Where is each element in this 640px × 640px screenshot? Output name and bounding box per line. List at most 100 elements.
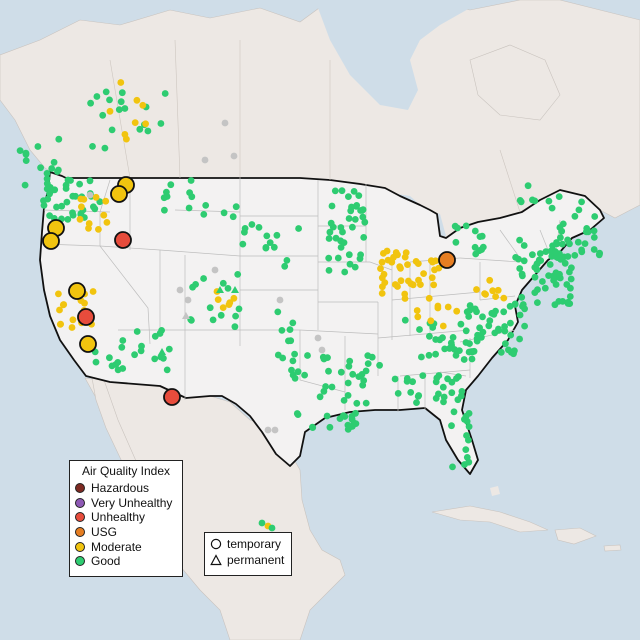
moderate-site-marker[interactable]	[428, 274, 436, 282]
moderate-site-marker[interactable]	[391, 281, 399, 288]
good-site-marker[interactable]	[266, 239, 274, 247]
good-site-marker[interactable]	[567, 275, 575, 283]
good-site-marker[interactable]	[234, 271, 242, 278]
good-site-marker[interactable]	[534, 299, 541, 306]
no-data-site-marker[interactable]	[221, 119, 229, 127]
moderate-site-marker[interactable]	[486, 276, 494, 284]
moderate-site-marker[interactable]	[429, 258, 436, 266]
moderate-site-marker[interactable]	[414, 313, 422, 321]
moderate-site-marker[interactable]	[492, 293, 499, 300]
good-site-marker[interactable]	[359, 381, 367, 389]
good-site-marker[interactable]	[516, 311, 524, 319]
good-site-marker[interactable]	[144, 127, 152, 135]
good-site-marker[interactable]	[229, 213, 237, 221]
moderate-site-marker[interactable]	[431, 266, 438, 274]
moderate-site-marker[interactable]	[133, 96, 141, 104]
moderate-site-marker[interactable]	[402, 249, 410, 256]
good-site-marker[interactable]	[409, 378, 416, 386]
moderate-site-marker[interactable]	[117, 79, 125, 86]
good-site-marker[interactable]	[582, 228, 590, 236]
good-site-marker[interactable]	[344, 392, 352, 399]
good-site-marker[interactable]	[206, 304, 214, 312]
good-site-marker[interactable]	[337, 244, 345, 251]
good-site-marker[interactable]	[316, 393, 324, 401]
moderate-site-marker[interactable]	[417, 281, 424, 288]
good-site-marker[interactable]	[325, 235, 333, 242]
moderate-site-marker[interactable]	[78, 203, 85, 211]
moderate-site-marker[interactable]	[500, 294, 508, 302]
good-site-marker[interactable]	[446, 345, 453, 352]
moderate-site-marker[interactable]	[412, 258, 420, 265]
good-site-marker[interactable]	[432, 336, 440, 343]
good-site-marker[interactable]	[232, 203, 240, 211]
good-site-marker[interactable]	[521, 322, 528, 330]
good-site-marker[interactable]	[458, 388, 466, 395]
good-site-marker[interactable]	[53, 203, 60, 211]
good-site-marker[interactable]	[568, 264, 575, 272]
good-site-marker[interactable]	[506, 302, 514, 310]
good-site-marker[interactable]	[346, 260, 354, 268]
good-site-marker[interactable]	[476, 324, 483, 332]
moderate-site-marker[interactable]	[404, 261, 411, 268]
moderate-site-marker[interactable]	[131, 119, 139, 126]
good-site-marker[interactable]	[575, 206, 583, 214]
good-site-marker[interactable]	[439, 383, 447, 391]
good-site-marker[interactable]	[161, 90, 169, 97]
good-site-marker[interactable]	[347, 423, 355, 430]
good-site-marker[interactable]	[136, 125, 144, 133]
good-site-marker[interactable]	[534, 286, 541, 293]
good-site-marker[interactable]	[40, 197, 47, 205]
good-site-marker[interactable]	[337, 368, 345, 376]
good-site-marker[interactable]	[93, 93, 101, 100]
good-site-marker[interactable]	[58, 202, 66, 210]
moderate-site-marker[interactable]	[473, 286, 480, 293]
good-site-marker[interactable]	[291, 374, 299, 382]
good-site-marker[interactable]	[465, 313, 473, 320]
good-site-marker[interactable]	[131, 351, 139, 359]
good-site-marker[interactable]	[479, 313, 486, 321]
good-site-marker[interactable]	[553, 239, 560, 246]
good-site-marker[interactable]	[87, 99, 94, 107]
good-site-marker[interactable]	[419, 372, 427, 379]
good-site-marker[interactable]	[418, 353, 425, 361]
good-site-marker[interactable]	[331, 187, 339, 195]
good-site-marker[interactable]	[241, 228, 248, 236]
good-site-marker[interactable]	[355, 192, 363, 200]
moderate-site-marker[interactable]	[481, 290, 488, 297]
good-site-marker[interactable]	[117, 98, 125, 106]
good-site-marker[interactable]	[76, 180, 83, 188]
good-site-marker[interactable]	[362, 367, 370, 375]
good-site-marker[interactable]	[289, 357, 297, 365]
moderate-site-marker[interactable]	[100, 211, 108, 219]
good-site-marker[interactable]	[448, 389, 456, 397]
good-site-marker[interactable]	[286, 326, 294, 333]
good-site-marker[interactable]	[270, 243, 278, 251]
good-site-marker[interactable]	[448, 422, 455, 430]
good-site-marker[interactable]	[239, 240, 247, 248]
good-site-marker[interactable]	[486, 317, 494, 325]
good-site-marker[interactable]	[341, 268, 349, 276]
good-site-marker[interactable]	[323, 412, 331, 420]
good-site-marker[interactable]	[92, 358, 100, 366]
good-site-marker[interactable]	[416, 326, 423, 333]
moderate-site-marker[interactable]	[378, 290, 386, 297]
good-site-marker[interactable]	[581, 240, 589, 248]
good-site-marker[interactable]	[349, 370, 357, 378]
moderate-site-marker[interactable]	[230, 294, 238, 302]
good-site-marker[interactable]	[548, 204, 556, 212]
good-site-marker[interactable]	[571, 212, 579, 220]
good-site-marker[interactable]	[62, 181, 70, 189]
good-site-marker[interactable]	[202, 202, 210, 209]
good-site-marker[interactable]	[450, 408, 458, 416]
good-site-marker[interactable]	[160, 194, 168, 202]
good-site-marker[interactable]	[566, 293, 574, 300]
moderate-site-marker[interactable]	[85, 220, 93, 227]
good-site-marker[interactable]	[542, 248, 550, 256]
good-site-marker[interactable]	[151, 332, 159, 340]
good-site-marker[interactable]	[546, 261, 554, 268]
good-site-marker[interactable]	[559, 240, 566, 248]
good-site-marker[interactable]	[188, 193, 196, 201]
good-site-marker[interactable]	[471, 305, 479, 313]
good-site-marker[interactable]	[391, 375, 399, 383]
moderate-site-marker[interactable]	[92, 193, 100, 201]
